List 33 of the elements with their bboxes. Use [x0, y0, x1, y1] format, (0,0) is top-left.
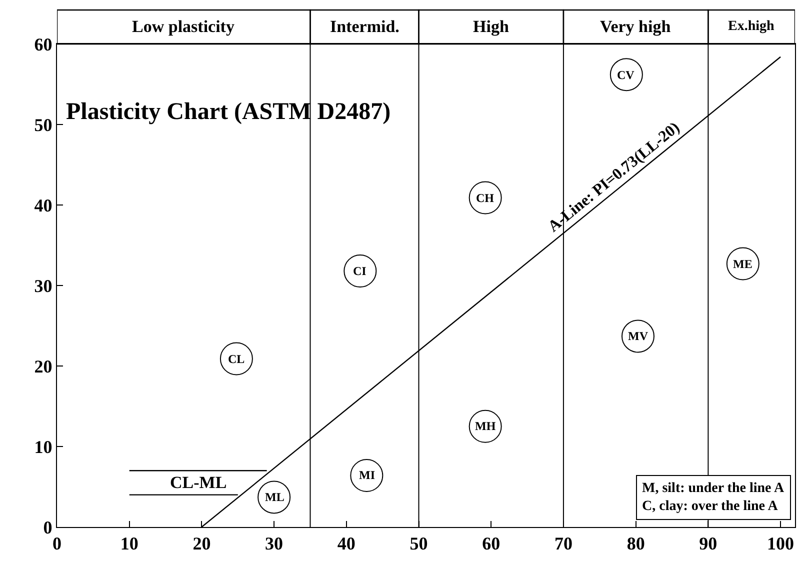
y-tick-label: 40 — [34, 195, 52, 216]
x-tick-label: 30 — [265, 534, 284, 554]
text: Very high — [600, 17, 672, 36]
x-tick-label: 90 — [699, 534, 718, 554]
annotation: CH — [476, 191, 495, 205]
y-tick-label: 60 — [34, 34, 52, 54]
x-tick-label: 60 — [482, 534, 500, 554]
y-tick-label: 0 — [43, 517, 52, 538]
x-tick-label: 10 — [120, 534, 138, 554]
x-tick-label: 70 — [554, 534, 572, 554]
annotation: MI — [359, 468, 376, 482]
y-tick-label: 50 — [34, 114, 52, 135]
series-label: CL-ML — [170, 473, 227, 492]
text: Low plasticity — [132, 17, 235, 36]
text: High — [473, 17, 510, 36]
annotation: CI — [353, 264, 367, 278]
x-tick-label: 20 — [192, 534, 211, 554]
y-tick-label: 30 — [34, 276, 52, 296]
annotation: M, silt: under the line A C, clay: over the line A — [642, 481, 785, 514]
annotation: MH — [475, 419, 496, 433]
x-tick-label: 80 — [626, 534, 645, 554]
y-tick-label: 20 — [34, 356, 52, 376]
annotation: CV — [617, 68, 635, 82]
text: Ex.high — [728, 19, 775, 34]
x-tick-label: 50 — [410, 534, 428, 554]
annotation: CL — [228, 352, 245, 366]
y-tick-label: 10 — [34, 436, 52, 457]
x-tick-label: 40 — [337, 534, 356, 554]
annotation: MV — [628, 329, 648, 343]
text: Intermid. — [330, 17, 400, 36]
x-tick-label: 100 — [767, 534, 794, 554]
annotation: ML — [265, 490, 284, 504]
annotation: ME — [733, 257, 752, 271]
